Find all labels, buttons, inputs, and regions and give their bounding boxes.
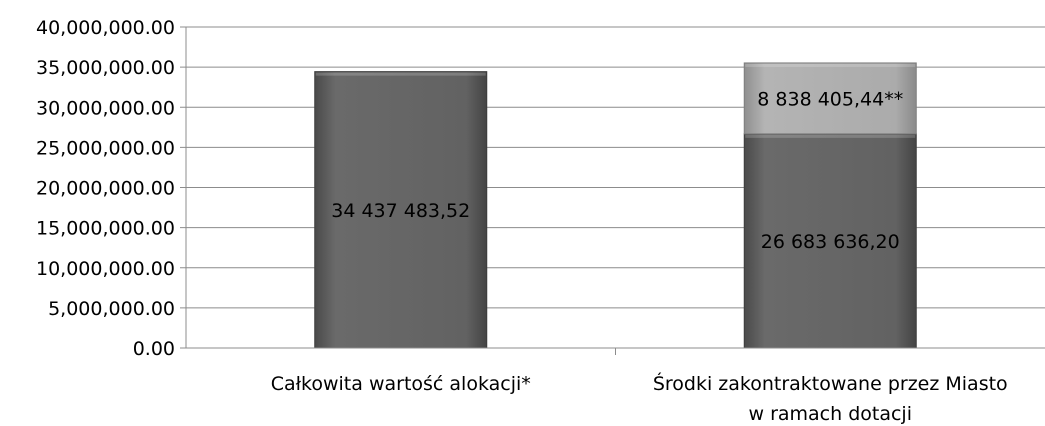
bar-highlight — [745, 134, 916, 138]
y-tick-label: 25,000,000.00 — [36, 137, 175, 159]
x-category-label: Całkowita wartość alokacji* — [271, 373, 531, 395]
bar-highlight — [745, 63, 916, 67]
y-tick-label: 5,000,000.00 — [48, 298, 175, 320]
y-tick-label: 0.00 — [133, 338, 175, 360]
labels: 0.00 5,000,000.00 10,000,000.00 15,000,000.… — [36, 17, 1008, 425]
bar-segment — [314, 71, 488, 349]
data-label: 26 683 636,20 — [761, 231, 900, 253]
data-label: 34 437 483,52 — [331, 200, 470, 222]
bars — [314, 62, 917, 349]
x-category-label: Środki zakontraktowane przez Miasto — [653, 371, 1008, 395]
y-tick-label: 15,000,000.00 — [36, 218, 175, 240]
bar-segment — [743, 133, 917, 349]
bar-highlight — [315, 72, 486, 76]
bar-segment — [743, 62, 917, 135]
y-tick-label: 40,000,000.00 — [36, 17, 175, 39]
axes — [180, 26, 1045, 355]
y-tick-label: 20,000,000.00 — [36, 178, 175, 200]
x-category-label: w ramach dotacji — [749, 403, 913, 425]
y-tick-label: 30,000,000.00 — [36, 97, 175, 119]
y-tick-label: 10,000,000.00 — [36, 258, 175, 280]
data-label: 8 838 405,44** — [757, 88, 903, 110]
y-tick-label: 35,000,000.00 — [36, 57, 175, 79]
